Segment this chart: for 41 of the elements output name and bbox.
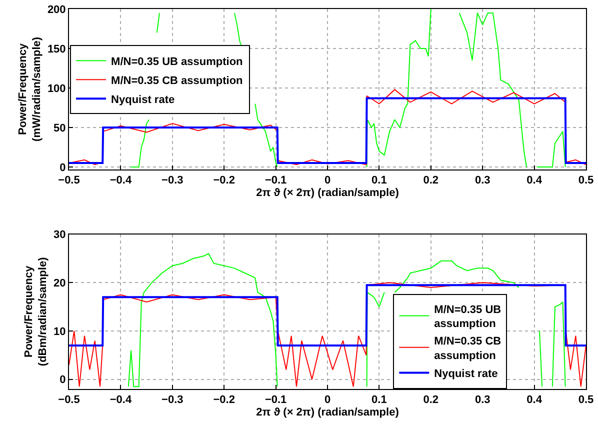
x-tick-label: 0.3 [474,394,490,406]
y-tick-label: 100 [47,82,66,95]
legend-label: Nyquist rate [111,94,175,106]
x-tick-label: −0.2 [213,394,235,406]
x-axis-title: 2π ϑ (× 2π) (radian/sample) [256,186,400,199]
x-tick-label: 0.4 [526,174,543,187]
x-tick-label: −0.1 [264,174,287,187]
x-tick-label: 0.1 [372,394,387,406]
x-tick-label: 0.2 [423,394,439,406]
x-tick-label: 0.3 [474,174,490,187]
y-tick-label: 150 [47,43,66,56]
x-tick-label: −0.1 [264,394,287,406]
x-tick-label: 0.1 [372,174,387,187]
x-axis-title: 2π ϑ (× 2π) (radian/sample) [256,406,400,418]
x-tick-label: −0.2 [213,174,235,187]
x-tick-label: 0 [324,174,331,187]
y-axis-title: Power/Frequency (dBm/radian/sample) [22,256,50,366]
x-tick-label: −0.4 [110,394,132,406]
y-axis-title: Power/Frequency (mW/radian/sample) [16,36,44,142]
x-tick-label: −0.5 [58,174,80,187]
y-tick-label: 20 [54,278,66,290]
y-tick-label: 50 [54,122,66,134]
x-tick-label: 0.2 [423,174,439,187]
y-tick-label: 0 [60,374,66,386]
y-tick-label: 10 [54,326,66,338]
x-tick-label: 0 [324,394,331,406]
y-tick-label: 30 [54,229,66,242]
legend-label: M/N=0.35 UB assumption [111,56,244,68]
legend-label: M/N=0.35 UB assumption [434,304,502,330]
y-tick-label: 200 [47,4,66,16]
x-tick-label: 0.5 [578,174,594,187]
x-tick-label: 0.4 [526,394,543,406]
x-tick-label: −0.4 [110,174,132,187]
x-tick-label: 0.5 [578,394,594,406]
x-tick-label: −0.5 [58,394,80,406]
x-tick-label: −0.3 [162,394,184,406]
x-tick-label: −0.3 [162,174,184,187]
legend-label: M/N=0.35 CB assumption [434,336,502,362]
y-tick-label: 0 [60,162,66,174]
legend-label: Nyquist rate [434,368,498,380]
legend-label: M/N=0.35 CB assumption [111,74,244,87]
